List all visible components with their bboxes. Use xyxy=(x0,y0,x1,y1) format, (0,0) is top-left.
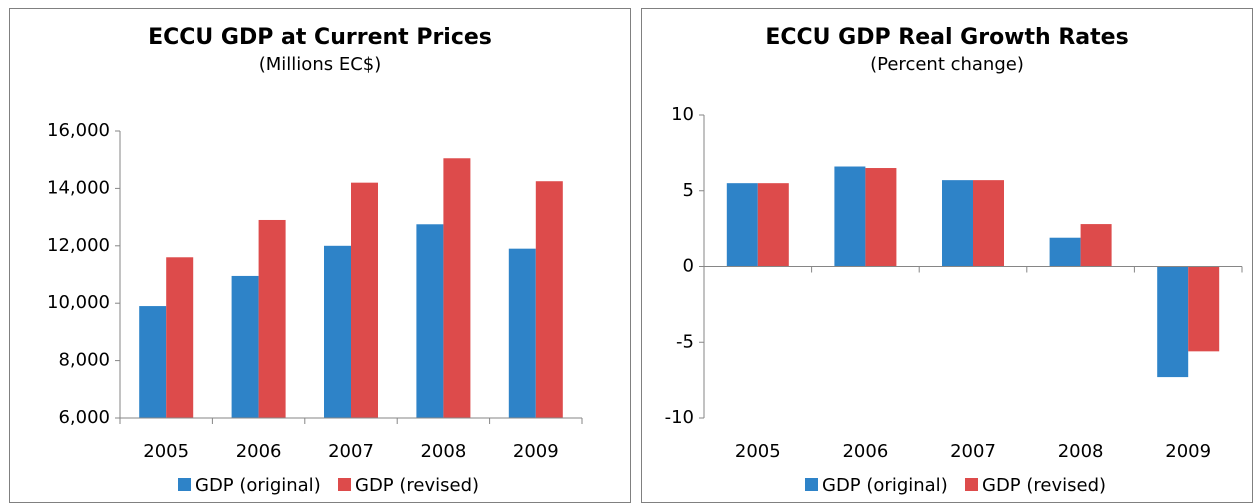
bar xyxy=(973,180,1004,267)
legend-swatch xyxy=(965,478,978,491)
legend-swatch xyxy=(178,478,191,491)
y-tick-label: -5 xyxy=(676,331,694,352)
x-tick-label: 2005 xyxy=(735,441,781,462)
bar xyxy=(1188,266,1220,352)
y-tick-label: 16,000 xyxy=(47,120,110,141)
y-tick-label: 10,000 xyxy=(47,292,110,313)
bar xyxy=(535,181,563,418)
legend-swatch xyxy=(805,478,818,491)
bar xyxy=(324,245,351,418)
y-tick-label: 6,000 xyxy=(58,407,110,428)
y-tick-label: 14,000 xyxy=(47,177,110,198)
x-tick-label: 2007 xyxy=(950,441,996,462)
chart-subtitle: (Percent change) xyxy=(870,54,1024,75)
y-tick-label: 5 xyxy=(683,180,694,201)
bar xyxy=(231,275,259,418)
bar xyxy=(834,166,866,267)
y-tick-label: 8,000 xyxy=(58,350,110,371)
x-tick-label: 2006 xyxy=(842,441,888,462)
x-tick-label: 2009 xyxy=(1165,441,1211,462)
y-tick-label: -10 xyxy=(665,407,694,428)
x-tick-label: 2006 xyxy=(236,441,282,462)
chart-title: ECCU GDP Real Growth Rates xyxy=(765,25,1128,50)
y-tick-label: 12,000 xyxy=(47,235,110,256)
legend-label: GDP (original) xyxy=(822,475,948,496)
bar xyxy=(865,168,897,267)
bar xyxy=(757,183,789,267)
legend-label: GDP (original) xyxy=(195,475,321,496)
bar xyxy=(258,219,286,418)
bar xyxy=(942,180,973,267)
legend-label: GDP (revised) xyxy=(355,475,479,496)
x-tick-label: 2009 xyxy=(513,441,559,462)
panel-border xyxy=(641,8,1253,503)
panel-border xyxy=(9,8,631,503)
bar xyxy=(416,224,444,418)
x-tick-label: 2007 xyxy=(328,441,374,462)
legend-swatch xyxy=(338,478,351,491)
bar xyxy=(1080,224,1112,267)
y-tick-label: 0 xyxy=(683,256,694,277)
x-tick-label: 2008 xyxy=(1058,441,1104,462)
x-tick-label: 2008 xyxy=(420,441,466,462)
bar xyxy=(508,248,536,418)
bar xyxy=(139,306,167,418)
bar xyxy=(1157,266,1189,378)
bar xyxy=(1049,237,1081,267)
x-tick-label: 2005 xyxy=(143,441,189,462)
bar xyxy=(351,182,378,418)
chart-title: ECCU GDP at Current Prices xyxy=(148,25,492,50)
legend-label: GDP (revised) xyxy=(982,475,1106,496)
bar xyxy=(166,257,194,418)
bar xyxy=(443,158,471,418)
y-tick-label: 10 xyxy=(671,104,694,125)
bar xyxy=(726,183,758,267)
chart-subtitle: (Millions EC$) xyxy=(259,54,382,75)
